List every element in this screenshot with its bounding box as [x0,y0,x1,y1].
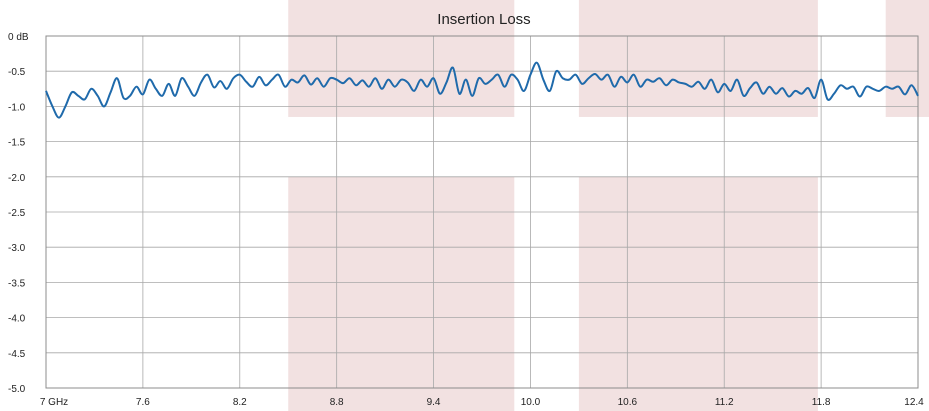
y-tick-label: -1.5 [8,138,26,149]
x-tick-label: 7 GHz [40,397,68,408]
shaded-region [578,0,818,117]
x-tick-label: 7.6 [136,397,150,408]
shaded-region [288,0,515,117]
shaded-region [885,0,929,117]
x-tick-label: 8.2 [233,397,247,408]
y-tick-label: -3.5 [8,278,26,289]
shaded-region [288,176,515,411]
plot-border [45,35,919,389]
y-tick-label: -3.0 [8,243,26,254]
x-tick-label: 10.6 [618,397,638,408]
chart-title: Insertion Loss [437,11,530,28]
y-tick-label: -2.5 [8,208,26,219]
y-tick-label: -4.5 [8,349,26,360]
series-line [45,61,919,119]
x-tick-label: 11.8 [812,397,831,408]
x-tick-label: 10.0 [521,397,541,408]
x-tick-label: 8.8 [330,397,344,408]
y-tick-label: 0 dB [8,32,29,43]
y-tick-label: -4.0 [8,314,26,325]
x-tick-label: 12.4 [904,397,924,408]
y-tick-label: -2.0 [8,173,26,184]
y-tick-label: -5.0 [8,384,26,395]
y-tick-label: -1.0 [8,102,26,113]
x-tick-label: 11.2 [715,397,734,408]
shaded-region [578,176,818,411]
y-tick-label: -0.5 [8,67,26,78]
x-tick-label: 9.4 [427,397,441,408]
